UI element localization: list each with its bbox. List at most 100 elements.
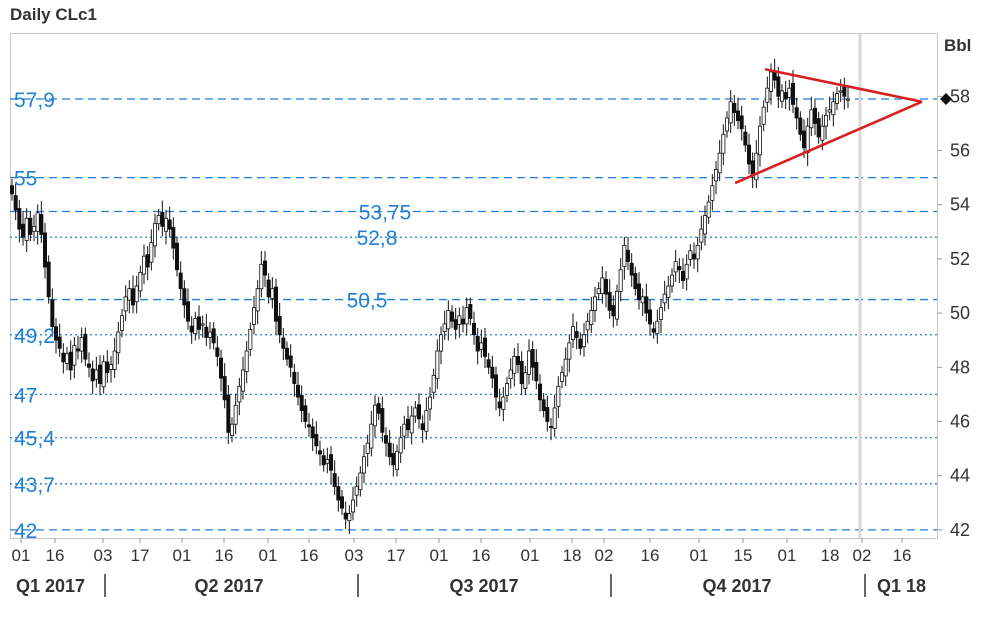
last-price-marker bbox=[940, 93, 952, 106]
x-tick-label: 01 bbox=[12, 546, 31, 565]
candle-body bbox=[761, 106, 766, 125]
candle-body bbox=[640, 296, 645, 304]
candle-body bbox=[398, 437, 403, 454]
candle-body bbox=[798, 117, 803, 135]
candle-body bbox=[226, 394, 231, 433]
x-tick-label: 17 bbox=[387, 546, 406, 565]
candle-body bbox=[805, 125, 810, 154]
candle-body bbox=[255, 288, 260, 312]
candle-body bbox=[633, 273, 638, 290]
candle-body bbox=[141, 255, 146, 275]
candle-body bbox=[457, 315, 462, 325]
candle-body bbox=[273, 286, 278, 322]
candle-body bbox=[765, 87, 770, 103]
candle-body bbox=[519, 360, 524, 384]
y-tick-label: 46 bbox=[950, 411, 970, 431]
candle-body bbox=[138, 272, 143, 292]
candle-body bbox=[692, 253, 697, 260]
chart-title: Daily CLc1 bbox=[10, 5, 97, 24]
candle-body bbox=[72, 345, 77, 366]
candle-body bbox=[736, 110, 741, 122]
x-tick-label: 16 bbox=[472, 546, 491, 565]
candle-body bbox=[842, 85, 847, 97]
candle-body bbox=[582, 334, 587, 348]
level-label: 49,2 bbox=[14, 325, 55, 348]
candle-body bbox=[281, 337, 286, 349]
candle-body bbox=[365, 442, 370, 454]
candle-body bbox=[105, 361, 110, 374]
candle-body bbox=[739, 115, 744, 130]
candle-body bbox=[490, 366, 495, 379]
level-label: 45,4 bbox=[14, 428, 55, 451]
candle-body bbox=[717, 152, 722, 174]
y-axis-unit: Bbl bbox=[944, 36, 971, 55]
candle-body bbox=[163, 217, 168, 232]
candle-body bbox=[662, 293, 667, 304]
candle-body bbox=[567, 342, 572, 360]
candle-body bbox=[813, 107, 818, 124]
candle-body bbox=[530, 349, 535, 368]
candle-body bbox=[306, 424, 311, 428]
candle-body bbox=[229, 423, 234, 436]
level-label: 53,75 bbox=[359, 201, 412, 224]
candle-body bbox=[321, 455, 326, 466]
candle-body bbox=[244, 350, 249, 373]
candle-body bbox=[538, 383, 543, 401]
candle-body bbox=[24, 217, 29, 241]
candle-body bbox=[523, 372, 528, 389]
candle-body bbox=[611, 305, 616, 317]
candle-body bbox=[196, 316, 201, 330]
candle-body bbox=[725, 117, 730, 132]
candle-body bbox=[534, 362, 539, 382]
x-tick-label: 16 bbox=[893, 546, 912, 565]
candle-body bbox=[83, 333, 88, 360]
level-label: 43,7 bbox=[14, 474, 55, 497]
candle-body bbox=[618, 269, 623, 292]
candle-body bbox=[339, 496, 344, 509]
candle-body bbox=[585, 320, 590, 331]
candle-body bbox=[449, 311, 454, 322]
candle-body bbox=[314, 434, 319, 447]
candle-body bbox=[204, 326, 209, 338]
candle-body bbox=[54, 326, 59, 341]
candle-body bbox=[835, 93, 840, 104]
candle-body bbox=[615, 291, 620, 320]
candle-body bbox=[79, 337, 84, 352]
candle-body bbox=[637, 283, 642, 300]
candle-body bbox=[688, 250, 693, 260]
candle-body bbox=[233, 404, 238, 425]
candle-body bbox=[838, 90, 843, 93]
candle-body bbox=[123, 296, 128, 312]
candle-body bbox=[270, 288, 275, 299]
candle-body bbox=[479, 342, 484, 350]
candle-body bbox=[427, 396, 432, 410]
candle-body bbox=[145, 254, 150, 268]
candle-body bbox=[87, 363, 92, 368]
candle-body bbox=[677, 266, 682, 271]
candle-body bbox=[394, 450, 399, 471]
candle-body bbox=[120, 315, 125, 331]
candle-body bbox=[655, 320, 660, 335]
candle-body bbox=[185, 301, 190, 322]
candle-body bbox=[673, 261, 678, 273]
candle-body bbox=[292, 371, 297, 384]
candle-body bbox=[295, 384, 300, 398]
candle-body bbox=[508, 369, 513, 380]
candle-body bbox=[743, 131, 748, 146]
candle-body bbox=[549, 425, 554, 428]
candle-body bbox=[772, 71, 777, 81]
candle-body bbox=[358, 472, 363, 491]
quarter-label: Q3 2017 bbox=[449, 576, 518, 596]
candle-body bbox=[218, 357, 223, 379]
candle-body bbox=[332, 473, 337, 487]
candle-body bbox=[486, 359, 491, 368]
candle-body bbox=[831, 101, 836, 116]
x-tick-label: 03 bbox=[94, 546, 113, 565]
candle-body bbox=[193, 318, 198, 335]
candle-body bbox=[666, 285, 671, 298]
candle-body bbox=[545, 406, 550, 422]
candle-body bbox=[816, 118, 821, 138]
price-candles bbox=[9, 58, 851, 534]
candle-body bbox=[563, 358, 568, 377]
candle-body bbox=[39, 214, 44, 235]
